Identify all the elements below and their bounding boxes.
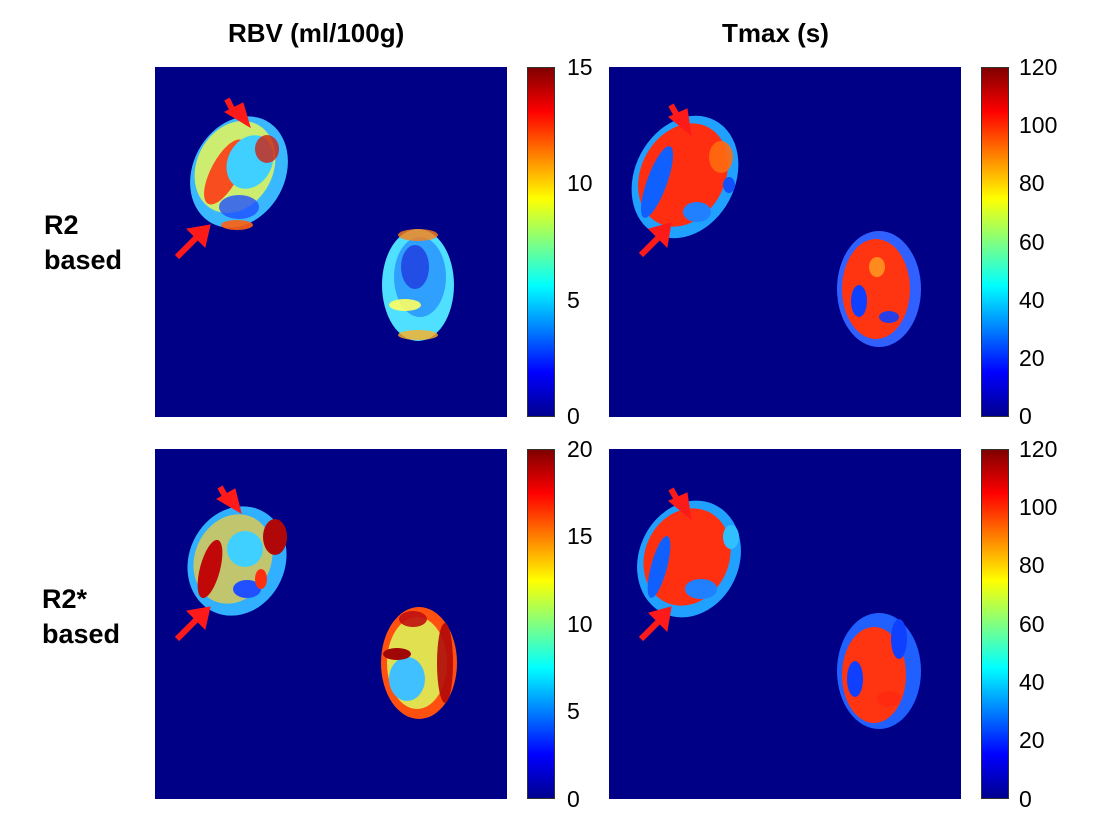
map-r2-tmax [609,67,961,417]
column-title-rbv: RBV (ml/100g) [228,18,405,48]
tick-label: 15 [567,523,593,549]
colorbar-r2star-rbv [527,449,555,799]
tick-label: 100 [1019,112,1058,138]
map-r2star-rbv-image [174,485,457,719]
tick-label: 0 [1019,786,1032,812]
tick-label: 10 [567,611,593,637]
map-r2-rbv-image [174,97,454,341]
row-label-r2-line1: R2 [44,210,79,240]
tick-label: 20 [1019,345,1045,371]
tick-label: 15 [567,54,593,80]
row-label-r2-line2: based [44,245,123,275]
arrow-icon [174,224,211,260]
column-title-tmax: Tmax (s) [722,18,829,48]
row-label-r2star-line2: based [42,619,121,649]
arrow-icon [223,97,251,129]
tick-label: 120 [1019,54,1058,80]
tick-label: 80 [1019,170,1045,196]
arrow-icon [668,103,692,137]
row-label-r2: R2 based [44,208,122,278]
tick-label: 80 [1019,552,1045,578]
row-label-r2star-line1: R2* [42,584,88,614]
tick-label: 60 [1019,229,1045,255]
tick-label: 5 [567,698,580,724]
row-label-r2star: R2* based [42,582,120,652]
tick-label: 10 [567,170,593,196]
tick-label: 40 [1019,287,1045,313]
tick-label: 5 [567,287,580,313]
map-r2star-rbv [155,449,507,799]
tick-label: 20 [1019,727,1045,753]
tick-label: 0 [1019,403,1032,429]
map-r2-rbv [155,67,507,417]
arrow-icon [638,222,672,258]
tick-label: 0 [567,786,580,812]
map-r2star-tmax-image [637,487,921,729]
map-r2-tmax-image [631,103,921,347]
colorbar-r2-tmax [981,67,1009,417]
tick-label: 100 [1019,494,1058,520]
tick-label: 120 [1019,436,1058,462]
tick-label: 40 [1019,669,1045,695]
tick-label: 20 [567,436,593,462]
tick-label: 60 [1019,611,1045,637]
arrow-icon [174,606,211,642]
map-r2star-tmax [609,449,961,799]
arrow-icon [215,485,242,515]
arrow-icon [668,487,692,521]
colorbar-r2-rbv [527,67,555,417]
arrow-icon [638,606,672,642]
colorbar-r2star-tmax [981,449,1009,799]
tick-label: 0 [567,403,580,429]
